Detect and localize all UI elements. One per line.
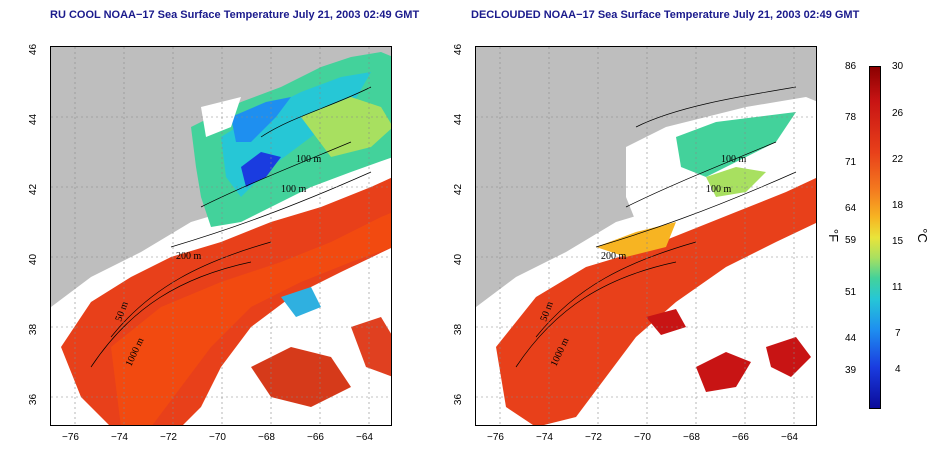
- x-tick: −76: [487, 432, 504, 443]
- contour-label-200m: 200 m: [601, 251, 627, 262]
- temperature-colorbar: [869, 66, 881, 409]
- c-label: 30: [892, 61, 904, 72]
- c-label: 11: [892, 282, 903, 293]
- y-tick: 44: [453, 113, 465, 126]
- x-tick: −68: [258, 432, 275, 443]
- y-tick: 36: [453, 393, 465, 406]
- c-label: 18: [892, 200, 904, 211]
- y-tick: 44: [28, 113, 40, 126]
- x-tick: −72: [160, 432, 177, 443]
- right-sst-map: 100 m 100 m 200 m 50 m 1000 m: [475, 46, 817, 426]
- x-tick: −70: [634, 432, 651, 443]
- contour-label-100m-upper: 100 m: [721, 154, 747, 165]
- f-label: 64: [845, 203, 857, 214]
- x-tick: −66: [732, 432, 749, 443]
- y-tick: 42: [28, 183, 40, 196]
- f-label: 86: [845, 61, 857, 72]
- celsius-unit-label: °C: [914, 228, 930, 243]
- f-label: 71: [845, 157, 857, 168]
- contour-label-100m-lower: 100 m: [706, 184, 732, 195]
- y-tick: 38: [453, 323, 465, 336]
- c-label: 22: [892, 154, 904, 165]
- contour-label-100m-upper: 100 m: [296, 154, 322, 165]
- f-label: 39: [845, 365, 857, 376]
- fahrenheit-unit-label: °F: [826, 228, 842, 243]
- c-label: 7: [895, 328, 901, 339]
- right-panel-title: DECLOUDED NOAA−17 Sea Surface Temperatur…: [471, 9, 860, 21]
- contour-label-100m-lower: 100 m: [281, 184, 307, 195]
- y-tick: 36: [28, 393, 40, 406]
- x-tick: −70: [209, 432, 226, 443]
- c-label: 4: [895, 364, 901, 375]
- y-tick: 46: [28, 43, 40, 56]
- f-label: 44: [845, 333, 857, 344]
- x-tick: −72: [585, 432, 602, 443]
- left-sst-map: 100 m 100 m 200 m 50 m 1000 m: [50, 46, 392, 426]
- x-tick: −76: [62, 432, 79, 443]
- y-tick: 38: [28, 323, 40, 336]
- f-label: 59: [845, 235, 857, 246]
- y-tick: 40: [28, 253, 40, 266]
- left-panel-title: RU COOL NOAA−17 Sea Surface Temperature …: [50, 9, 420, 21]
- f-label: 51: [845, 287, 857, 298]
- x-tick: −64: [781, 432, 798, 443]
- c-label: 15: [892, 236, 904, 247]
- x-tick: −68: [683, 432, 700, 443]
- contour-label-200m: 200 m: [176, 251, 202, 262]
- x-tick: −74: [111, 432, 128, 443]
- y-tick: 40: [453, 253, 465, 266]
- y-tick: 46: [453, 43, 465, 56]
- x-tick: −66: [307, 432, 324, 443]
- x-tick: −64: [356, 432, 373, 443]
- y-tick: 42: [453, 183, 465, 196]
- c-label: 26: [892, 108, 904, 119]
- f-label: 78: [845, 112, 857, 123]
- x-tick: −74: [536, 432, 553, 443]
